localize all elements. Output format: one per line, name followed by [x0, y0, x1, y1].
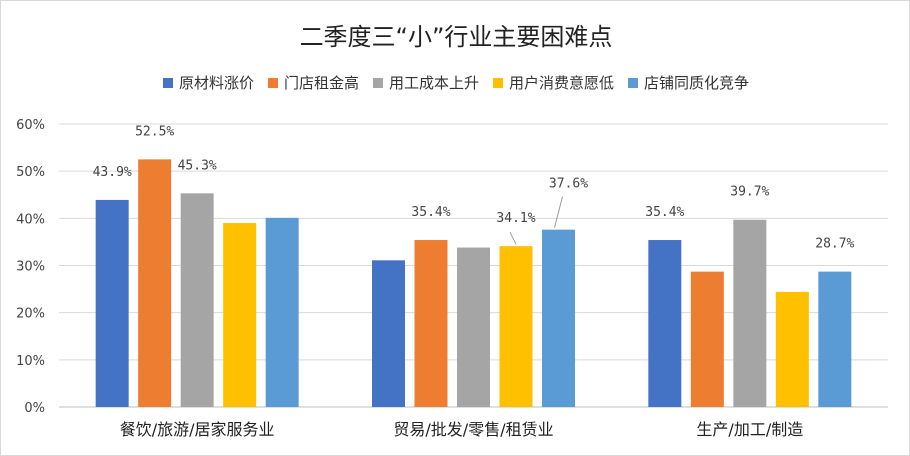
leader-line — [554, 196, 563, 228]
leader-lines — [509, 196, 563, 245]
bar — [542, 229, 575, 407]
data-label: 35.4% — [645, 205, 684, 220]
legend-label: 店铺同质化竞争 — [644, 74, 749, 92]
category-label: 餐饮/旅游/居家服务业 — [120, 420, 275, 439]
bar — [499, 246, 533, 407]
data-labels: 43.9% 52.5% 45.3% 35.4% 34.1% 37.6% 35.4% 39.7%… — [93, 124, 855, 251]
bar — [775, 291, 809, 407]
legend: 原材料涨价 门店租金高 用工成本上升 用户消费意愿低 店铺同质化竞争 — [163, 74, 749, 92]
legend-label: 门店租金高 — [284, 74, 359, 92]
data-label: 37.6% — [549, 177, 588, 192]
legend-label: 原材料涨价 — [179, 74, 254, 92]
bar — [180, 193, 214, 407]
bar — [414, 240, 448, 407]
data-label: 43.9% — [93, 165, 132, 180]
bar — [95, 199, 129, 407]
y-tick-label: 10% — [16, 354, 45, 369]
y-tick-label: 40% — [16, 212, 45, 227]
bars — [95, 159, 852, 407]
y-tick-label: 30% — [16, 260, 45, 275]
bar — [733, 219, 767, 407]
bar — [265, 217, 299, 407]
leader-line — [509, 231, 517, 245]
category-label: 贸易/批发/零售/租赁业 — [393, 420, 553, 439]
bar — [648, 240, 682, 407]
data-label: 45.3% — [178, 158, 217, 173]
y-tick-label: 0% — [24, 401, 45, 416]
bar — [457, 247, 490, 407]
data-label: 34.1% — [496, 211, 535, 226]
y-tick-label: 20% — [16, 307, 45, 322]
chart-title: 二季度三“小”行业主要困难点 — [300, 23, 613, 51]
y-axis: 0% 10% 20% 30% 40% 50% 60% — [16, 118, 45, 416]
bar — [223, 223, 257, 407]
data-label: 39.7% — [730, 185, 769, 200]
bar — [372, 260, 405, 407]
data-label: 28.7% — [815, 237, 854, 252]
legend-swatch — [163, 78, 173, 88]
category-label: 生产/加工/制造 — [696, 420, 803, 439]
bar — [138, 159, 172, 407]
legend-label: 用户消费意愿低 — [509, 74, 614, 92]
y-tick-label: 50% — [16, 165, 45, 180]
legend-label: 用工成本上升 — [389, 74, 479, 92]
data-label: 35.4% — [411, 205, 450, 220]
legend-swatch — [268, 78, 278, 88]
bar — [690, 271, 724, 407]
legend-swatch — [493, 78, 503, 88]
legend-swatch — [373, 78, 383, 88]
bar — [818, 271, 852, 407]
legend-swatch — [628, 78, 638, 88]
x-axis: 餐饮/旅游/居家服务业 贸易/批发/零售/租赁业 生产/加工/制造 — [120, 420, 803, 439]
data-label: 52.5% — [135, 124, 174, 139]
y-tick-label: 60% — [16, 118, 45, 133]
